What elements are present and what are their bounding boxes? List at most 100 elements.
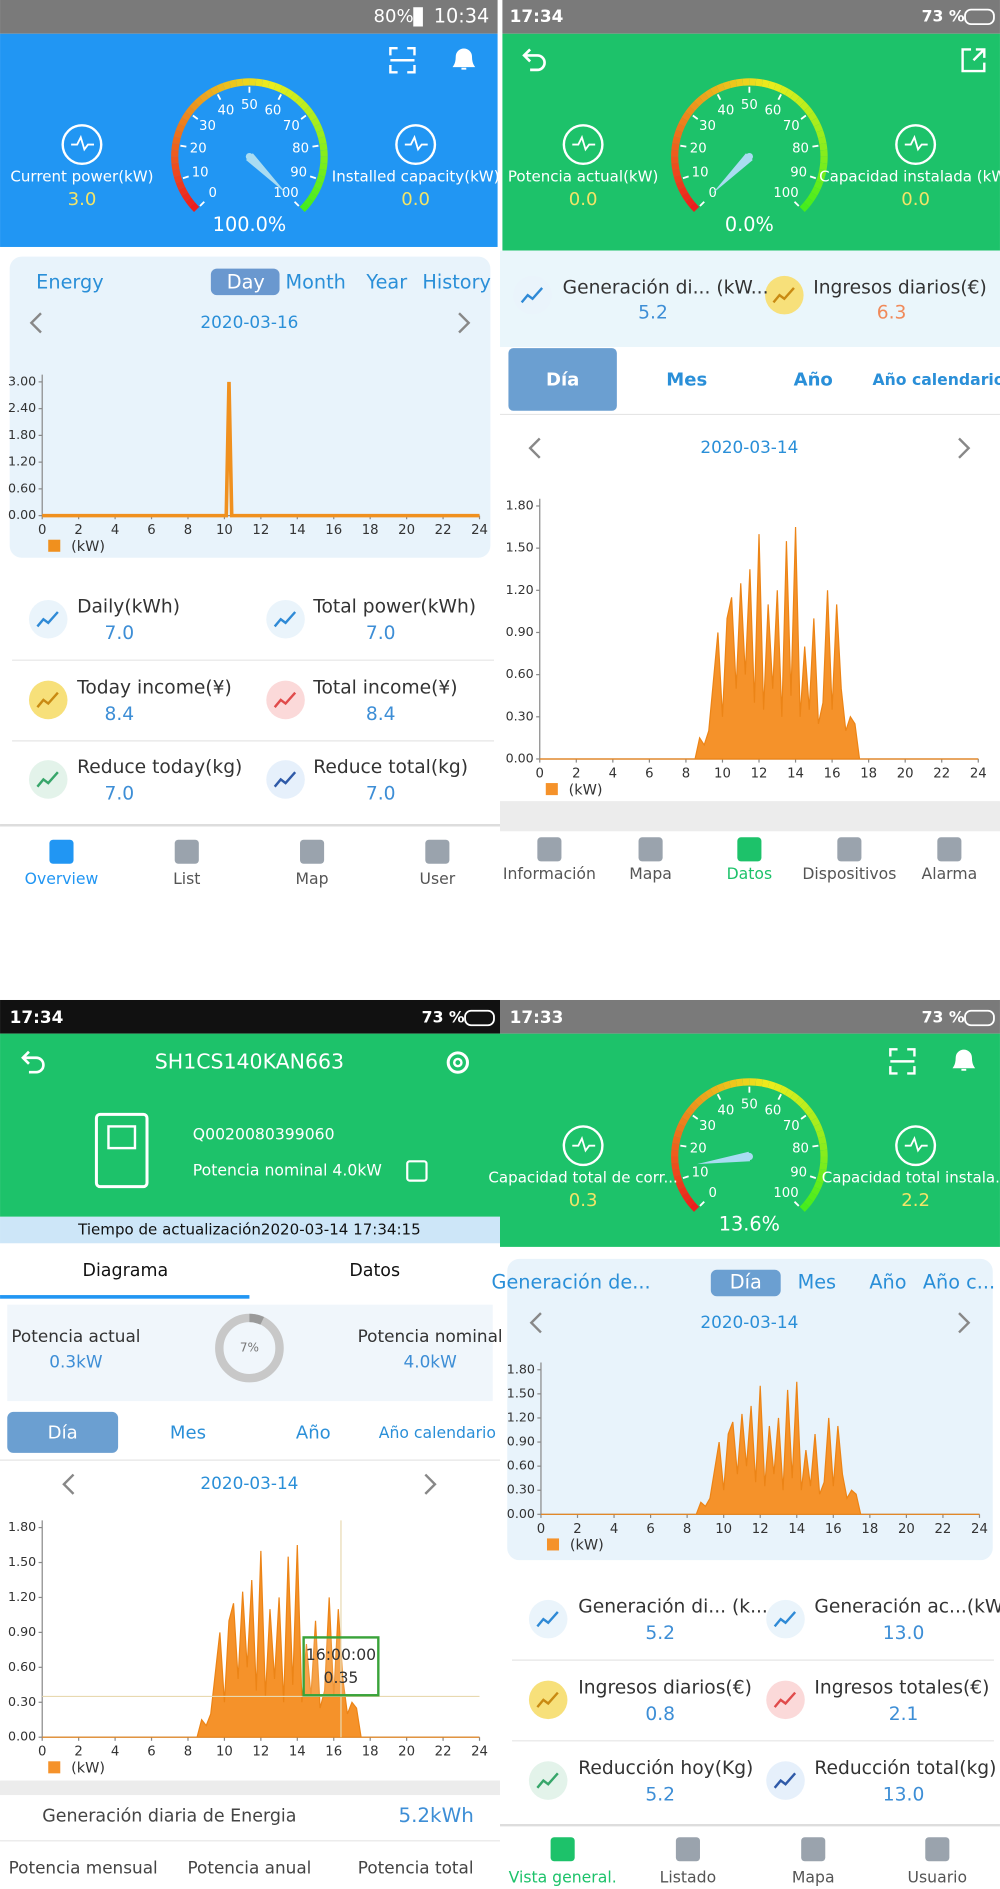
x-tick-label: 16 [325,1745,342,1760]
x-tick-label: 0 [38,1745,46,1760]
gauge-arc [678,117,688,127]
gauge-arc [181,111,192,122]
gauge-tick [800,114,807,120]
gauge-arc [685,106,695,116]
gauge-arc [819,1162,828,1171]
gauge-arc [673,129,683,139]
gauge-arc [790,1092,800,1103]
gauge-arc [807,111,818,122]
gauge-arc [816,1129,826,1139]
gauge-arc [267,80,277,90]
nav-item[interactable]: Mapa [792,1868,835,1887]
tab[interactable]: Año calendario [379,1423,496,1442]
gauge-arc [813,1180,823,1190]
nav-item[interactable]: List [173,869,200,888]
gauge-tick-label: 70 [783,1119,800,1134]
gear-icon [453,1057,463,1068]
gauge-arc [310,117,321,127]
tab[interactable]: Día [730,1271,762,1294]
tab[interactable]: Día [546,370,579,391]
gauge-tick [192,114,199,120]
stat-icon [28,760,68,799]
view-tab[interactable]: Diagrama [83,1261,169,1281]
tab[interactable]: Energy [36,271,103,294]
tab[interactable]: Month [285,271,345,294]
tab[interactable]: Año [869,1271,906,1294]
tab[interactable]: Año calendario [872,370,1000,389]
view-tab[interactable]: Datos [349,1261,400,1281]
tab[interactable]: Año [296,1423,331,1444]
gauge-percent: 13.6% [719,1213,780,1236]
stat-value: 7.0 [366,623,396,644]
scan-icon[interactable] [389,46,416,74]
gauge-arc [681,1192,692,1202]
tab[interactable]: History [422,271,491,294]
tab[interactable]: Generación de... [492,1271,651,1294]
gauge-arc [816,129,826,139]
nav-item[interactable]: Overview [25,869,99,888]
separator [0,963,1000,1000]
scan-icon[interactable] [889,1048,916,1075]
chevron[interactable] [528,437,541,459]
chevron[interactable] [62,1473,75,1495]
x-tick-label: 14 [289,523,306,538]
back-icon[interactable] [21,1050,45,1074]
status-time: 17:34 [10,1007,64,1027]
nav-item[interactable]: Vista general. [509,1868,617,1887]
chevron[interactable] [958,437,971,459]
share-icon[interactable] [961,48,986,73]
y-tick-label: 0.00 [507,1506,535,1521]
tab[interactable]: Year [365,271,407,294]
back-icon[interactable] [522,48,546,72]
nav-item[interactable]: Usuario [908,1868,968,1887]
gauge-tick [300,114,307,120]
gauge-arc [189,202,200,212]
chevron[interactable] [29,312,42,334]
stat-label: Reducción hoy(Kg) [578,1758,753,1779]
tab[interactable]: Año c... [923,1271,995,1294]
device-id: Q0020080399060 [193,1124,335,1143]
gauge-tick-label: 90 [790,166,807,181]
bell-icon[interactable] [452,48,476,70]
nav-item[interactable]: Listado [660,1868,716,1887]
nav-item[interactable]: User [420,869,456,888]
tab[interactable]: Mes [798,1271,837,1294]
gauge-icon-glyph [904,134,928,152]
nav-item[interactable]: Datos [727,864,773,883]
x-tick-label: 10 [715,1522,732,1537]
stat-icon-glyph [773,1691,797,1708]
tab[interactable]: Mes [666,370,707,391]
stat-value: 6.3 [877,303,907,324]
nav-item[interactable]: Mapa [629,864,672,883]
tab[interactable]: Mes [170,1423,206,1444]
update-time: Tiempo de actualización2020-03-14 17:34:… [77,1221,421,1239]
gauge-icon [895,1125,937,1167]
gauge-arc [173,129,183,139]
x-tick-label: 8 [184,523,192,538]
chevron[interactable] [529,1312,542,1334]
chevron[interactable] [424,1473,437,1495]
bell-icon[interactable] [952,1049,976,1071]
gauge-arc [172,136,181,145]
battery-icon [964,8,995,25]
legend-swatch [48,1761,61,1774]
nav-item[interactable]: Map [296,869,329,888]
status-bar [500,0,1000,34]
tab[interactable]: Día [48,1423,78,1444]
x-tick-label: 2 [572,766,580,781]
stat-icon-glyph [36,611,59,628]
stat-value: 13.0 [883,1785,925,1806]
nav-item[interactable]: Dispositivos [802,864,896,883]
chevron[interactable] [458,312,471,334]
nav-item[interactable]: Información [503,864,596,883]
nav-item[interactable]: Alarma [922,864,978,883]
gauge-arc [261,79,270,88]
chevron[interactable] [958,1312,971,1334]
gauge-icon-glyph [71,134,95,152]
tab[interactable]: Año [794,370,833,391]
tab[interactable]: Day [227,271,265,294]
nav-icon [49,839,74,864]
gauge-arc [316,174,326,184]
stat-icon [528,1599,568,1639]
gauge-arc [295,96,305,107]
